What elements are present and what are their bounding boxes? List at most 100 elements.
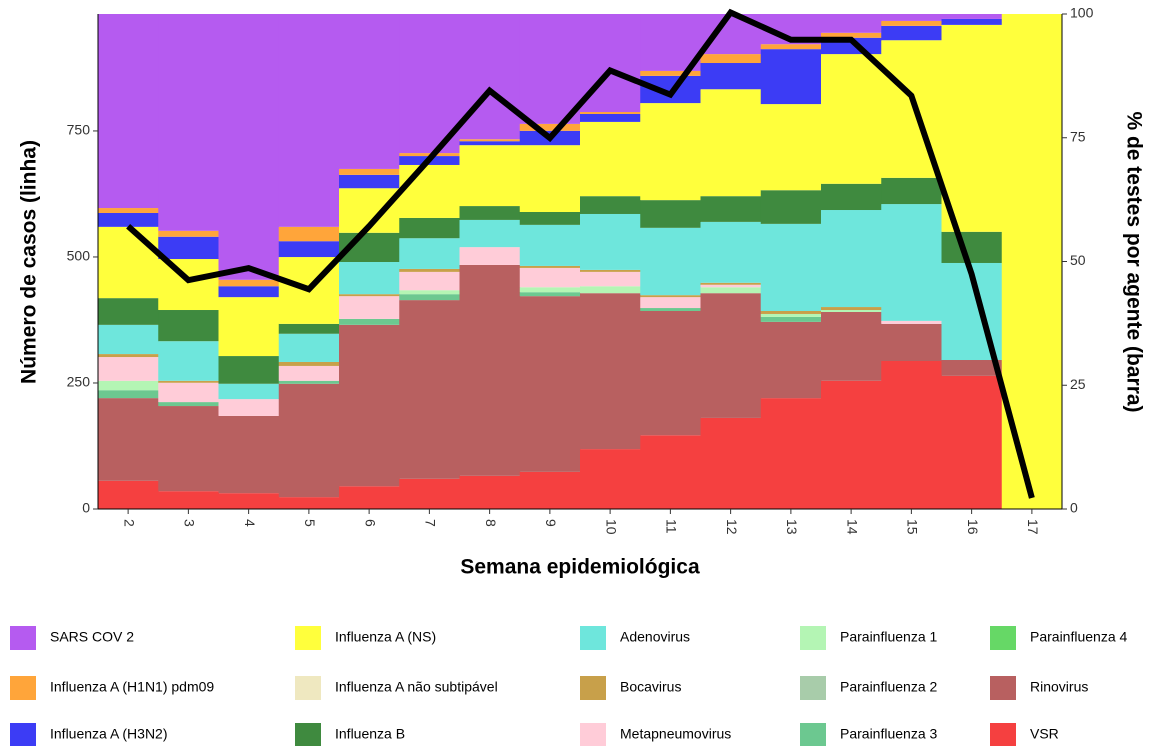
bar-segment — [399, 290, 460, 295]
bar-segment — [399, 268, 460, 272]
bar-segment — [278, 497, 340, 509]
bar-segment — [218, 356, 280, 384]
x-tick-label: 6 — [362, 519, 378, 527]
bar-segment — [580, 113, 641, 122]
bar-segment — [519, 212, 581, 225]
bar-segment — [519, 292, 581, 297]
bar-segment — [821, 307, 882, 311]
bar-segment — [459, 14, 521, 140]
bar-segment — [580, 449, 641, 509]
bar-segment — [941, 24, 1003, 232]
bar-segment — [821, 380, 882, 509]
bar-segment — [98, 398, 159, 481]
bar-segment — [881, 177, 942, 205]
bar-segment — [459, 475, 521, 509]
bar-segment — [278, 323, 340, 334]
legend-label: VSR — [1030, 726, 1059, 742]
legend-label: Metapneumovirus — [620, 726, 731, 742]
legend-label: Parainfluenza 3 — [840, 726, 938, 742]
bar-segment — [881, 360, 942, 509]
bar-segment — [580, 269, 641, 272]
bar-segment — [399, 478, 460, 509]
legend-swatch — [800, 676, 826, 700]
bar-segment — [98, 226, 159, 299]
bar-segment — [760, 104, 822, 191]
x-tick-label: 14 — [844, 519, 860, 535]
legend-swatch — [990, 723, 1016, 746]
bar-segment — [580, 271, 641, 287]
bar-segment — [700, 284, 762, 288]
bar-segment — [399, 14, 460, 154]
bar-segment — [278, 383, 340, 498]
bar-segment — [98, 357, 159, 381]
bar-segment — [218, 383, 280, 400]
bar-segment — [760, 316, 822, 322]
bar-segment — [519, 224, 581, 266]
bar-segment — [519, 265, 581, 268]
legend-swatch — [295, 723, 321, 746]
bar-segment — [821, 210, 882, 308]
bar-segment — [760, 313, 822, 317]
y-tick-label: 0 — [82, 500, 90, 516]
bar-segment — [640, 308, 701, 311]
bar-segment — [158, 236, 219, 260]
bar-segment — [278, 14, 340, 227]
bar-segment — [158, 341, 219, 381]
bar-segment — [158, 380, 219, 383]
y2-axis-label: % de testes por agente (barra) — [1122, 111, 1145, 412]
bar-segment — [98, 212, 159, 227]
bar-segment — [941, 14, 1003, 19]
bar-segment — [399, 217, 460, 239]
bar-segment — [700, 417, 762, 509]
x-tick-label: 15 — [905, 519, 921, 535]
bar-segment — [459, 141, 521, 146]
legend-swatch — [10, 676, 36, 700]
bar-segment — [459, 219, 521, 248]
bar-segment — [98, 14, 159, 209]
legend-swatch — [800, 626, 826, 650]
bar-segment — [278, 333, 340, 362]
bar-segment — [760, 190, 822, 224]
x-axis-label: Semana epidemiológica — [460, 556, 700, 579]
legend-label: Adenovirus — [620, 629, 690, 645]
x-tick-label: 16 — [965, 519, 981, 535]
y2-tick-label: 75 — [1070, 128, 1086, 144]
bar-segment — [760, 311, 822, 314]
bar-segment — [881, 14, 942, 21]
bar-segment — [580, 286, 641, 294]
y2-tick-label: 0 — [1070, 500, 1078, 516]
bar-segment — [98, 208, 159, 213]
legend-swatch — [990, 626, 1016, 650]
bar-segment — [98, 480, 159, 509]
bar-segment — [640, 70, 701, 76]
line — [126, 8, 1035, 499]
bar-segment — [881, 320, 942, 324]
bar-segment — [278, 226, 340, 242]
bar-segment — [519, 471, 581, 509]
bar-segment — [519, 123, 581, 131]
bar-segment — [399, 271, 460, 291]
bar-segment — [700, 54, 762, 64]
legend-swatch — [990, 676, 1016, 700]
bar-segment — [580, 196, 641, 214]
bar-segment — [519, 267, 581, 288]
bar-segment — [218, 14, 280, 280]
bar-segment — [218, 415, 280, 494]
bar-segment — [821, 14, 882, 33]
bar-segment — [760, 49, 822, 105]
legend-label: Influenza A não subtipável — [335, 679, 498, 695]
bar-segment — [339, 174, 400, 189]
x-tick-label: 17 — [1025, 519, 1041, 535]
bar-segment — [459, 247, 521, 265]
bar-segment — [519, 296, 581, 472]
y2-tick-label: 25 — [1070, 376, 1086, 392]
bar-segment — [218, 493, 280, 509]
x-tick-label: 4 — [242, 519, 258, 527]
x-tick-label: 11 — [664, 519, 680, 534]
bar-segment — [941, 360, 1003, 376]
bar-segment — [339, 168, 400, 175]
x-tick-label: 9 — [543, 519, 559, 527]
bar-segment — [519, 145, 581, 212]
legend-label: Parainfluenza 2 — [840, 679, 938, 695]
